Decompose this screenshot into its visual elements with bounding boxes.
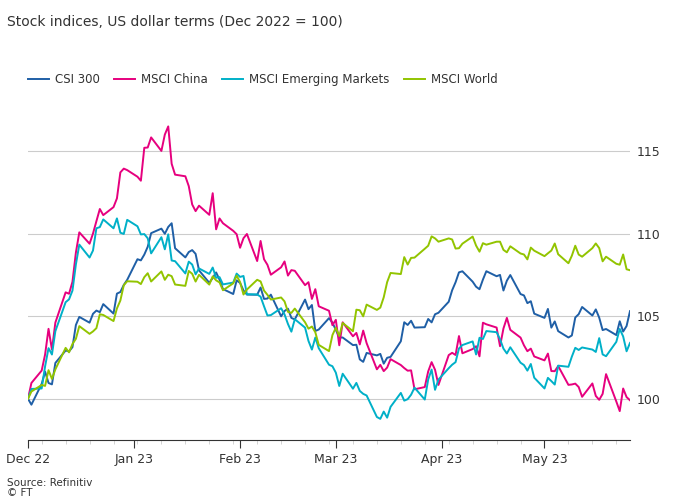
- Line: MSCI Emerging Markets: MSCI Emerging Markets: [28, 218, 630, 419]
- Line: MSCI China: MSCI China: [28, 126, 630, 411]
- Text: © FT: © FT: [7, 488, 32, 498]
- Text: Stock indices, US dollar terms (Dec 2022 = 100): Stock indices, US dollar terms (Dec 2022…: [7, 15, 343, 29]
- Line: CSI 300: CSI 300: [28, 223, 630, 404]
- Line: MSCI World: MSCI World: [28, 236, 630, 399]
- Text: Source: Refinitiv: Source: Refinitiv: [7, 478, 92, 488]
- Legend: CSI 300, MSCI China, MSCI Emerging Markets, MSCI World: CSI 300, MSCI China, MSCI Emerging Marke…: [28, 73, 498, 86]
